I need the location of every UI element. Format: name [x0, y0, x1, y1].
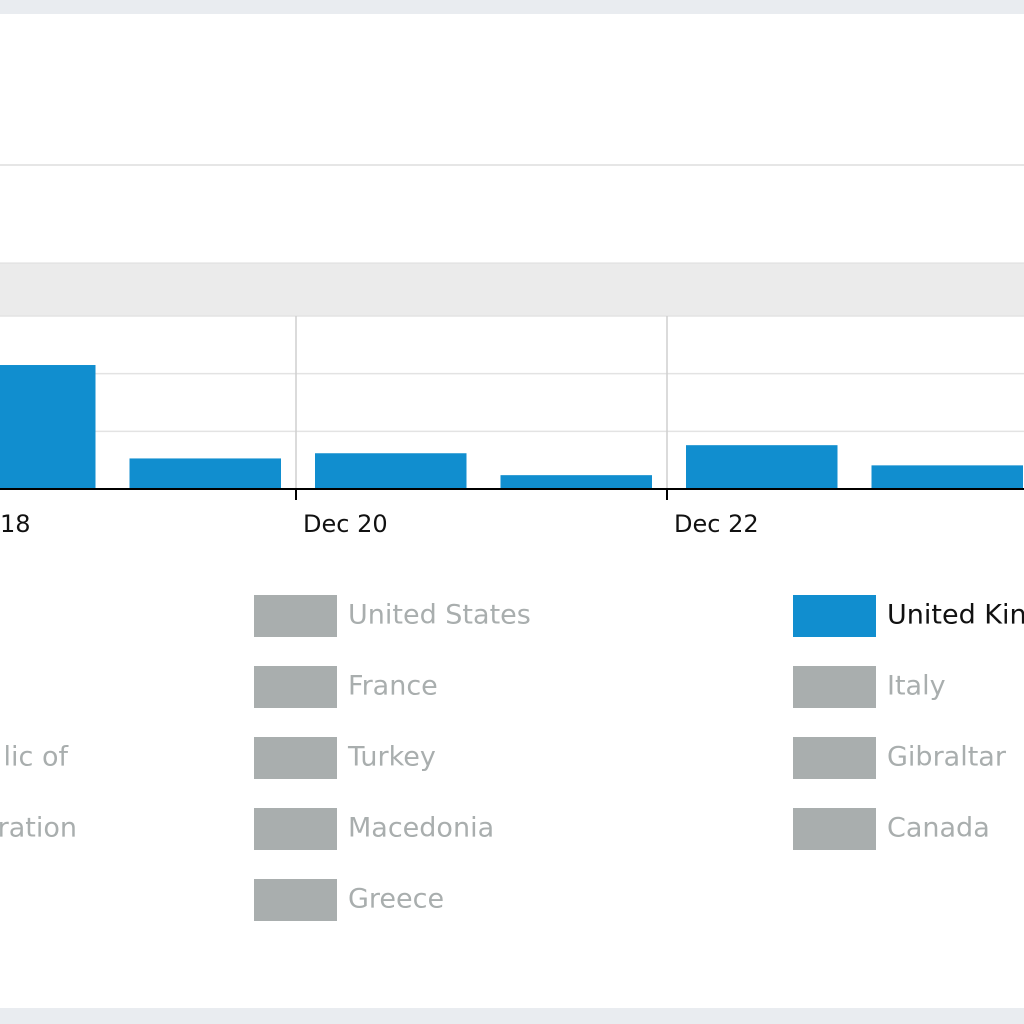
legend-label[interactable]: Canada [887, 813, 990, 844]
legend-swatch[interactable] [254, 666, 337, 708]
legend-swatch[interactable] [793, 666, 876, 708]
legend-label[interactable]: United States [348, 600, 531, 631]
legend-swatch[interactable] [793, 737, 876, 779]
legend-swatch[interactable] [254, 595, 337, 637]
legend-label[interactable]: Turkey [347, 742, 436, 773]
legend-label[interactable]: Macedonia [348, 813, 494, 844]
card [0, 14, 1024, 1008]
legend-label[interactable]: France [348, 671, 438, 702]
bar [871, 465, 1023, 489]
legend-swatch[interactable] [793, 808, 876, 850]
bar [129, 458, 281, 489]
legend-label[interactable]: United Kin [887, 600, 1024, 631]
legend-swatch[interactable] [254, 879, 337, 921]
x-tick-label: 18 [0, 510, 31, 538]
x-tick-label: Dec 20 [303, 510, 388, 538]
legend-label[interactable]: ration [0, 813, 77, 844]
legend-swatch[interactable] [254, 808, 337, 850]
bar [686, 445, 838, 489]
x-tick-label: Dec 22 [674, 510, 759, 538]
bar [315, 453, 467, 489]
legend-label[interactable]: Italy [887, 671, 946, 702]
legend-swatch[interactable] [793, 595, 876, 637]
legend-label[interactable]: Greece [348, 884, 444, 915]
navigator-band [0, 263, 1024, 316]
bar [0, 365, 96, 489]
legend-label[interactable]: Gibraltar [887, 742, 1007, 773]
bar [500, 475, 652, 489]
legend-label[interactable]: lic of [4, 742, 70, 773]
legend-swatch[interactable] [254, 737, 337, 779]
